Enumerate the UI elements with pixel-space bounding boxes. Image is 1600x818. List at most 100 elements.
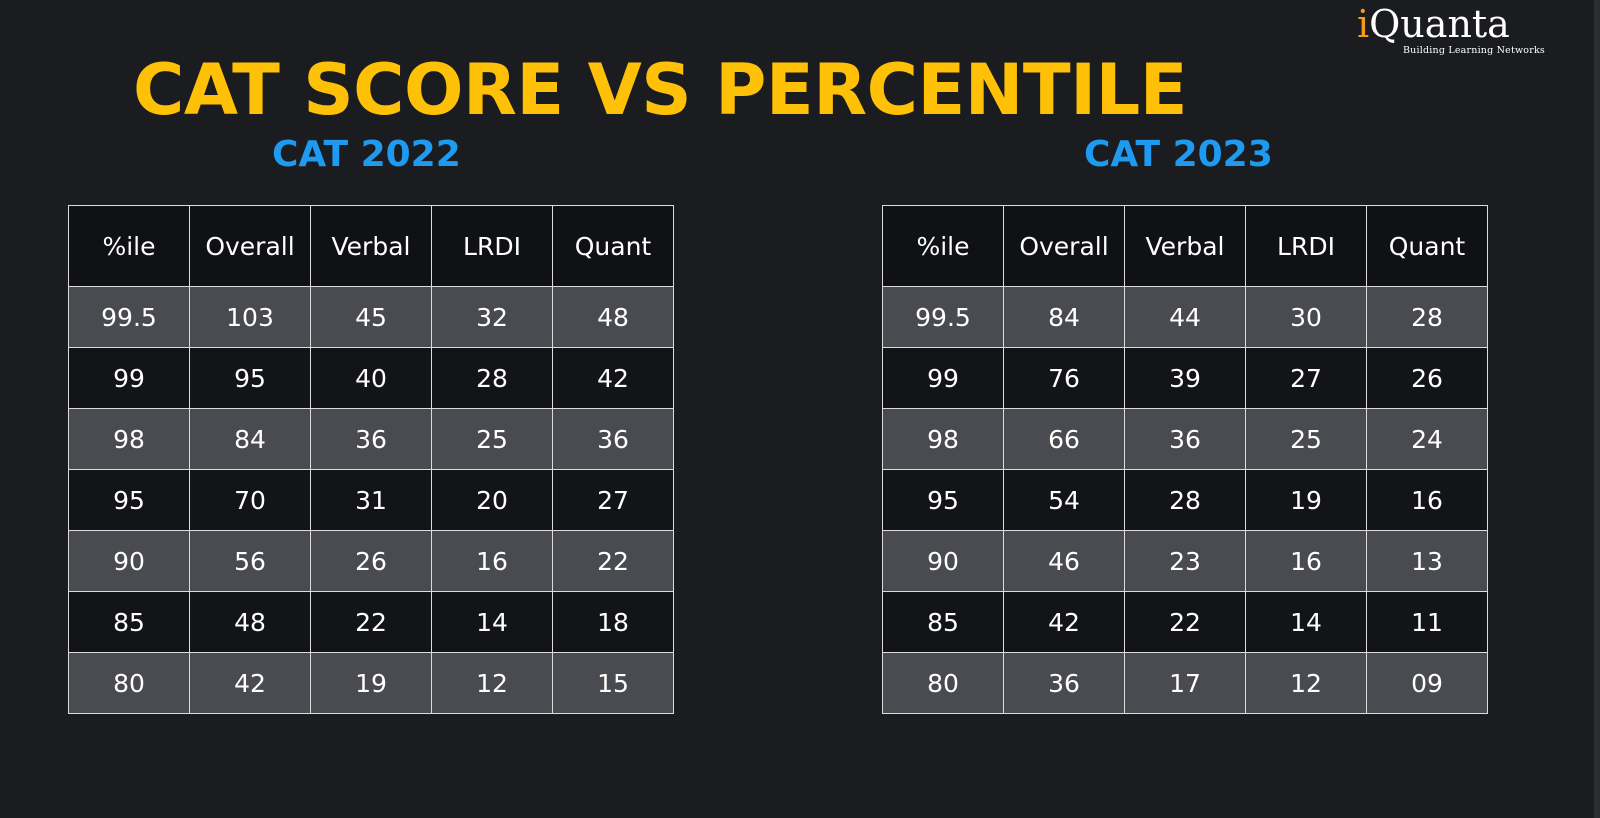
table-cell: 16 <box>1366 469 1488 531</box>
table-cell: 76 <box>1003 347 1125 409</box>
table-cell: 46 <box>1003 530 1125 592</box>
table-cell: 25 <box>431 408 553 470</box>
table-cell: 90 <box>68 530 190 592</box>
table-row: 99.5 103 45 32 48 <box>68 286 674 348</box>
table-cell: 103 <box>189 286 311 348</box>
column-header-overall: Overall <box>1003 205 1125 287</box>
table-cell: 36 <box>1124 408 1246 470</box>
table-cell: 54 <box>1003 469 1125 531</box>
table-cell: 84 <box>189 408 311 470</box>
table-cell: 20 <box>431 469 553 531</box>
table-cell: 99.5 <box>882 286 1004 348</box>
table-cell: 14 <box>1245 591 1367 653</box>
header-row: %ile Overall Verbal LRDI Quant <box>68 205 674 287</box>
table-cell: 11 <box>1366 591 1488 653</box>
logo-wordmark: iQuanta <box>1357 2 1510 46</box>
column-header-lrdi: LRDI <box>1245 205 1367 287</box>
table-cell: 36 <box>552 408 674 470</box>
table-cell: 22 <box>1124 591 1246 653</box>
table-row: 80 36 17 12 09 <box>882 652 1488 714</box>
table-cell: 42 <box>189 652 311 714</box>
table-cell: 31 <box>310 469 432 531</box>
table-cell: 70 <box>189 469 311 531</box>
table-cell: 42 <box>1003 591 1125 653</box>
table-cell: 32 <box>431 286 553 348</box>
table-cell: 95 <box>189 347 311 409</box>
table-cell: 95 <box>882 469 1004 531</box>
table-cell: 48 <box>552 286 674 348</box>
table-row: 99 76 39 27 26 <box>882 347 1488 409</box>
table-cell: 36 <box>1003 652 1125 714</box>
table-cell: 84 <box>1003 286 1125 348</box>
table-cell: 12 <box>1245 652 1367 714</box>
table-row: 90 56 26 16 22 <box>68 530 674 592</box>
table-cell: 99 <box>68 347 190 409</box>
table-cell: 26 <box>1366 347 1488 409</box>
table-cell: 25 <box>1245 408 1367 470</box>
table-row: 99.5 84 44 30 28 <box>882 286 1488 348</box>
logo-tagline: Building Learning Networks <box>1403 45 1546 56</box>
table-cell: 44 <box>1124 286 1246 348</box>
table-cell: 90 <box>882 530 1004 592</box>
table-cell: 98 <box>882 408 1004 470</box>
table-cell: 80 <box>882 652 1004 714</box>
table-cell: 98 <box>68 408 190 470</box>
table-cell: 13 <box>1366 530 1488 592</box>
column-header-quant: Quant <box>552 205 674 287</box>
table-cell: 17 <box>1124 652 1246 714</box>
table-cell: 99 <box>882 347 1004 409</box>
table-row: 90 46 23 16 13 <box>882 530 1488 592</box>
table-row: 85 48 22 14 18 <box>68 591 674 653</box>
table-cell: 45 <box>310 286 432 348</box>
table-cell: 99.5 <box>68 286 190 348</box>
table-cell: 23 <box>1124 530 1246 592</box>
table-cell: 09 <box>1366 652 1488 714</box>
table-cell: 42 <box>552 347 674 409</box>
table-cell: 24 <box>1366 408 1488 470</box>
column-header-overall: Overall <box>189 205 311 287</box>
table-cell: 12 <box>431 652 553 714</box>
table-cell: 27 <box>1245 347 1367 409</box>
cat-2022-table: %ile Overall Verbal LRDI Quant 99.5 103 … <box>68 205 674 714</box>
table-row: 85 42 22 14 11 <box>882 591 1488 653</box>
table-cell: 26 <box>310 530 432 592</box>
column-header-quant: Quant <box>1366 205 1488 287</box>
table-row: 80 42 19 12 15 <box>68 652 674 714</box>
column-header-verbal: Verbal <box>310 205 432 287</box>
table-cell: 30 <box>1245 286 1367 348</box>
table-cell: 39 <box>1124 347 1246 409</box>
table-row: 95 70 31 20 27 <box>68 469 674 531</box>
table-title-cat-2022: CAT 2022 <box>272 134 461 175</box>
table-cell: 16 <box>1245 530 1367 592</box>
table-row: 99 95 40 28 42 <box>68 347 674 409</box>
table-cell: 85 <box>882 591 1004 653</box>
table-cell: 15 <box>552 652 674 714</box>
table-cell: 22 <box>552 530 674 592</box>
table-cell: 16 <box>431 530 553 592</box>
cat-2023-table: %ile Overall Verbal LRDI Quant 99.5 84 4… <box>882 205 1488 714</box>
iquanta-logo: iQuanta Building Learning Networks <box>1357 2 1547 62</box>
table-cell: 14 <box>431 591 553 653</box>
table-cell: 28 <box>431 347 553 409</box>
table-cell: 18 <box>552 591 674 653</box>
page-title: CAT SCORE VS PERCENTILE <box>133 49 1188 131</box>
table-cell: 28 <box>1124 469 1246 531</box>
table-cell: 40 <box>310 347 432 409</box>
frame-edge <box>1594 0 1600 818</box>
table-row: 98 66 36 25 24 <box>882 408 1488 470</box>
table-cell: 19 <box>310 652 432 714</box>
table-row: 95 54 28 19 16 <box>882 469 1488 531</box>
table-cell: 22 <box>310 591 432 653</box>
table-cell: 28 <box>1366 286 1488 348</box>
column-header-percentile: %ile <box>882 205 1004 287</box>
table-cell: 48 <box>189 591 311 653</box>
table-title-cat-2023: CAT 2023 <box>1084 134 1273 175</box>
table-row: 98 84 36 25 36 <box>68 408 674 470</box>
table-cell: 27 <box>552 469 674 531</box>
table-cell: 85 <box>68 591 190 653</box>
header-row: %ile Overall Verbal LRDI Quant <box>882 205 1488 287</box>
table-cell: 19 <box>1245 469 1367 531</box>
table-cell: 80 <box>68 652 190 714</box>
column-header-percentile: %ile <box>68 205 190 287</box>
table-cell: 95 <box>68 469 190 531</box>
